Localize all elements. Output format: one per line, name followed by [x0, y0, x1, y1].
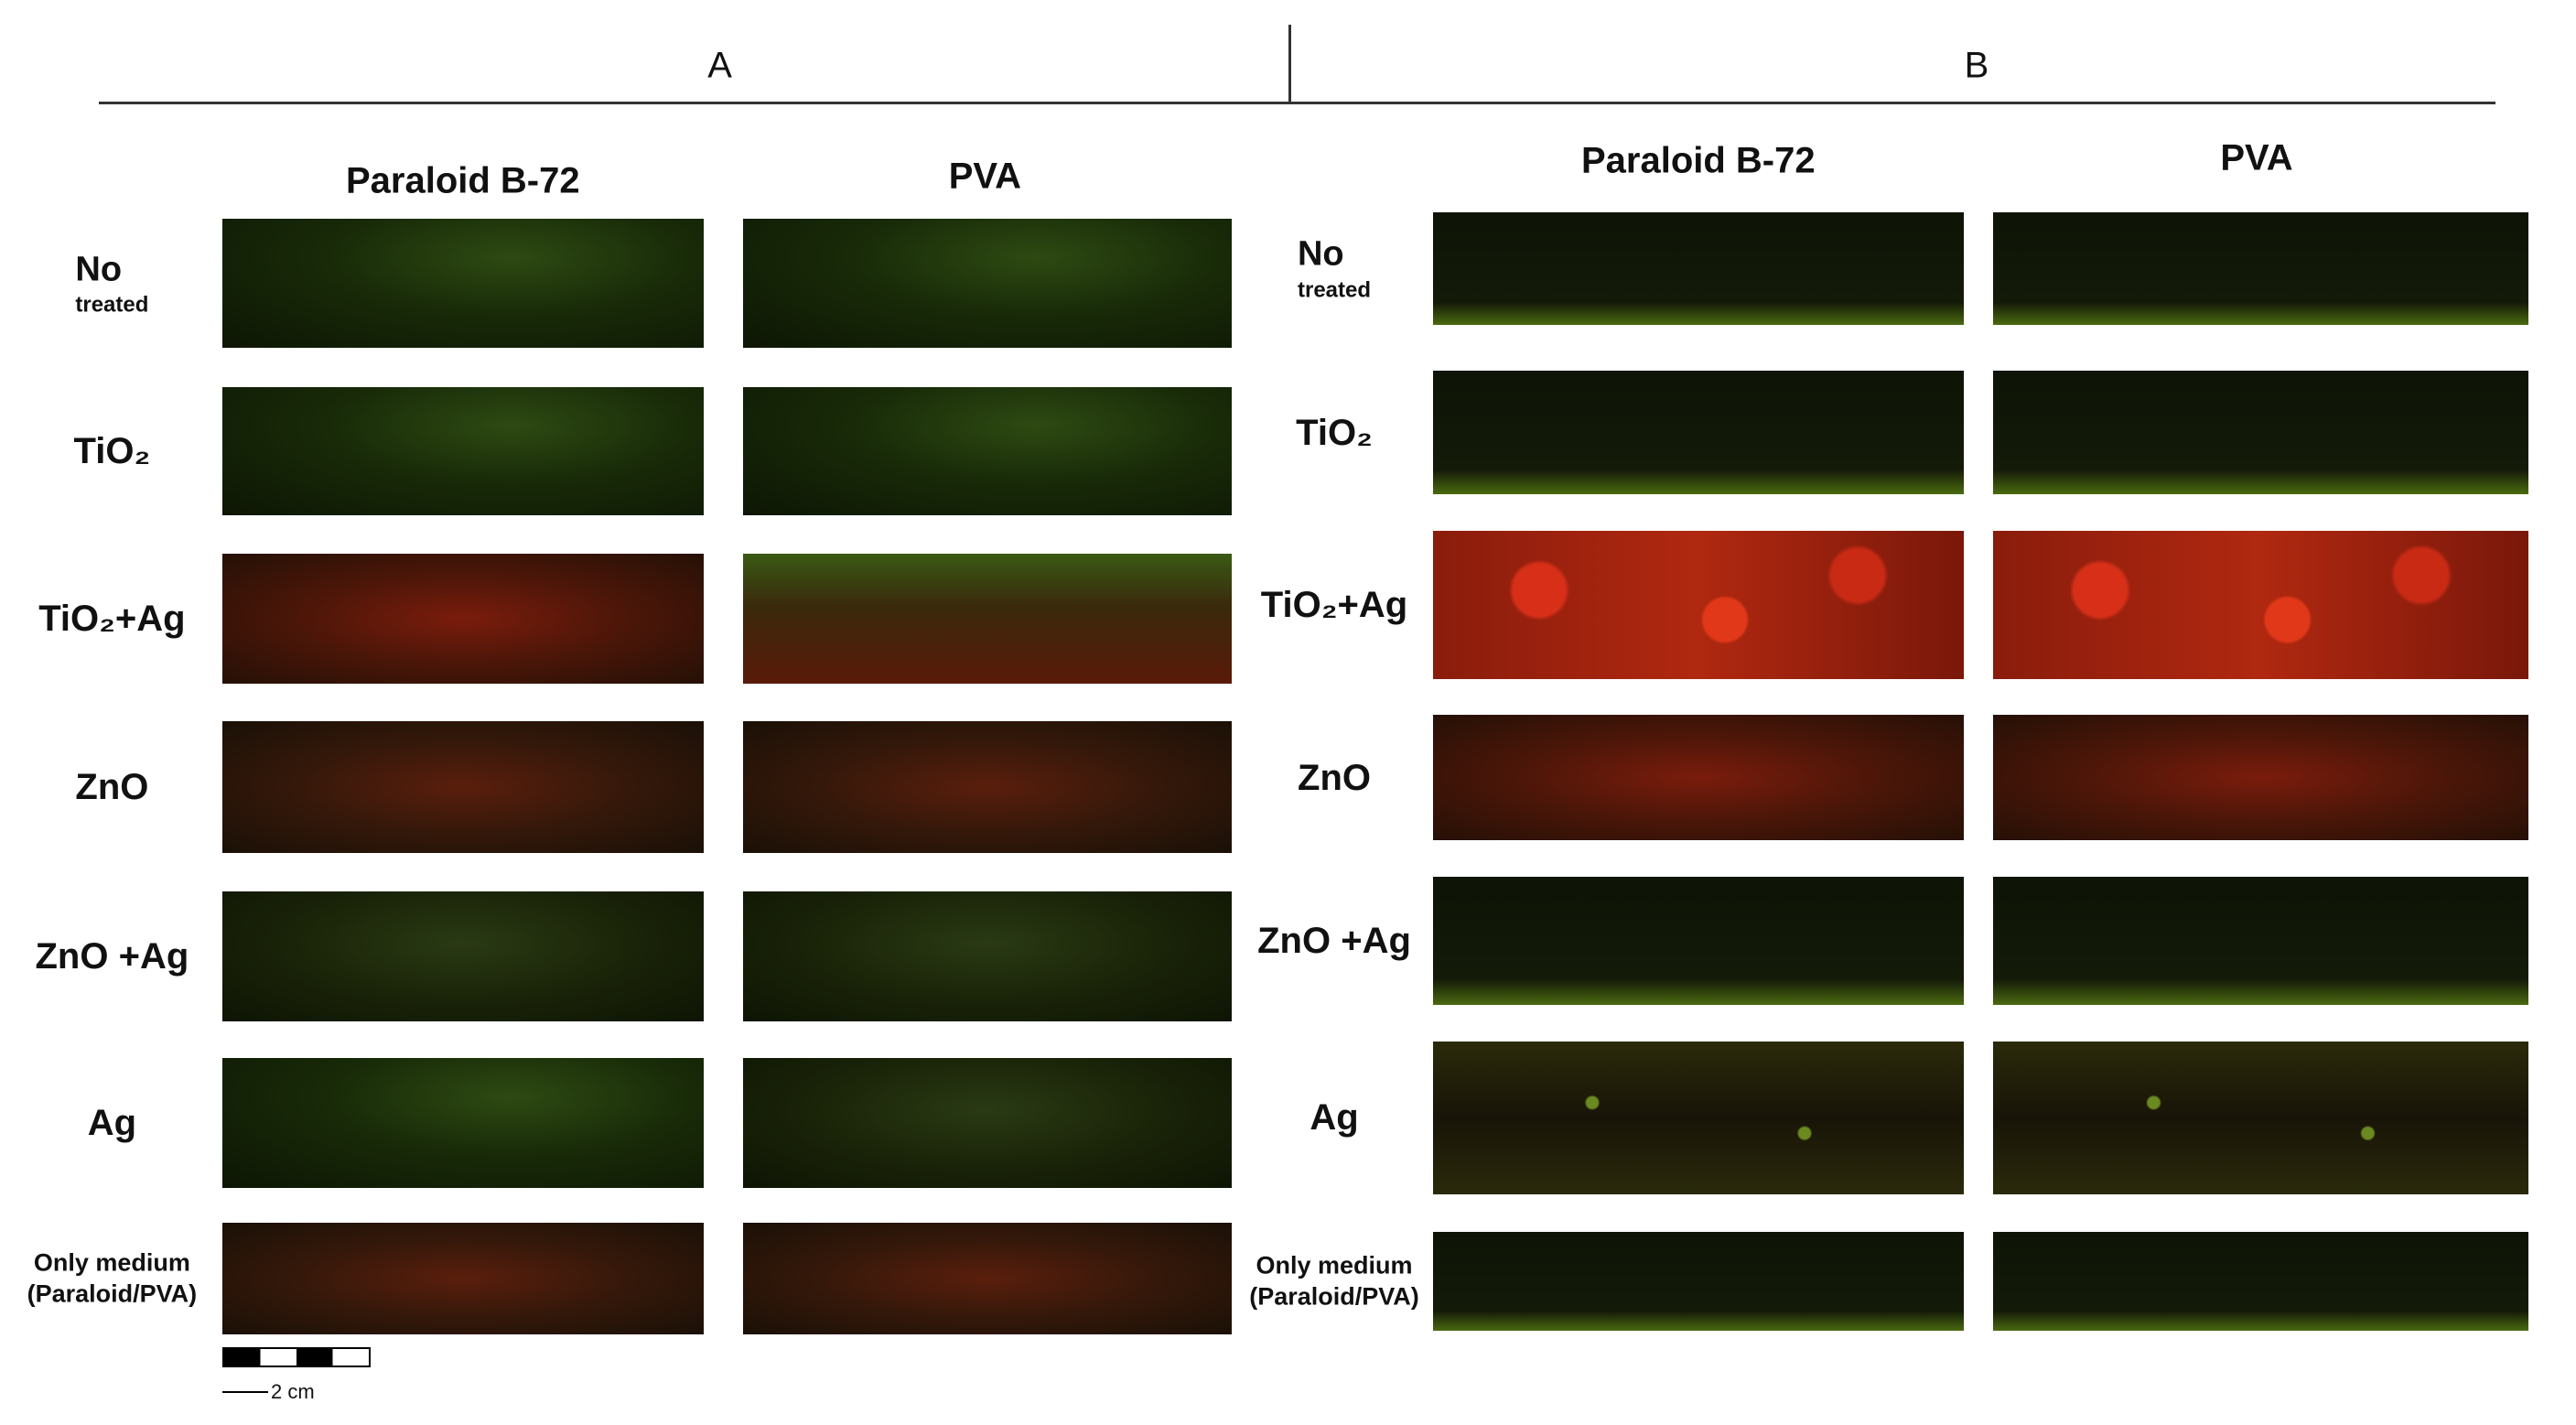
column-header: Paraloid B-72 [1580, 140, 1816, 181]
row-label: Only medium (Paraloid/PVA) [27, 1247, 198, 1310]
sample-image [222, 721, 704, 854]
row-label-line: No [75, 249, 123, 288]
panel-label: A [707, 45, 732, 86]
sample-image [1433, 876, 1964, 1005]
column-header: PVA [948, 156, 1022, 197]
sample-image [742, 387, 1233, 516]
sample-image [742, 891, 1233, 1021]
sample-image [1993, 371, 2528, 494]
row-label: No treated [75, 248, 148, 319]
sample-image [222, 1222, 704, 1334]
scale-arrow [222, 1391, 268, 1393]
row-label-line: Ag [87, 1102, 137, 1143]
row-label-line: ZnO +Ag [1257, 920, 1411, 961]
sample-image [1993, 876, 2528, 1005]
row-label: Ag [1310, 1095, 1358, 1140]
sample-image [1993, 530, 2528, 679]
row-label-line: (Paraloid/PVA) [1249, 1282, 1419, 1311]
row-label-line: ZnO [75, 767, 149, 808]
sample-image [1433, 715, 1964, 840]
sample-image [1993, 1232, 2528, 1332]
scale-bar [222, 1347, 371, 1367]
sample-image [1433, 371, 1964, 494]
top-rule [99, 102, 2495, 104]
row-label-line: No [1297, 234, 1344, 274]
row-label-line: Only medium [1256, 1251, 1413, 1279]
sample-image [742, 721, 1233, 854]
row-label-line: ZnO +Ag [35, 935, 189, 977]
panel-divider [1288, 25, 1291, 103]
sample-image [1433, 1232, 1964, 1332]
sample-image [1433, 1041, 1964, 1194]
row-label-line: TiO₂+Ag [1260, 584, 1408, 625]
row-label: TiO₂+Ag [1261, 582, 1407, 628]
row-label: TiO₂ [74, 428, 151, 474]
row-label-line: TiO₂+Ag [38, 598, 186, 639]
sample-image [222, 891, 704, 1021]
row-label: TiO₂ [1296, 410, 1373, 456]
row-label: ZnO [1298, 755, 1371, 801]
sample-image [1433, 212, 1964, 325]
column-header: Paraloid B-72 [345, 160, 580, 201]
sample-image [1993, 715, 2528, 840]
panel-label: B [1964, 45, 1989, 86]
row-label: TiO₂+Ag [38, 596, 185, 642]
sample-image [1433, 530, 1964, 679]
column-header: PVA [2220, 137, 2293, 178]
row-label: Only medium (Paraloid/PVA) [1249, 1251, 1419, 1313]
row-label: ZnO +Ag [1257, 918, 1411, 964]
row-label: ZnO +Ag [36, 934, 189, 979]
sample-image [1993, 212, 2528, 325]
sample-image [222, 219, 704, 348]
sample-image [742, 1222, 1233, 1334]
sample-image [222, 1057, 704, 1188]
sample-image [742, 553, 1233, 684]
sample-image [742, 1057, 1233, 1188]
row-label-line: TiO₂ [73, 431, 151, 472]
sample-image [222, 387, 704, 516]
sample-image [742, 219, 1233, 348]
scale-label: 2 cm [271, 1380, 315, 1403]
sample-image [1993, 1041, 2528, 1194]
row-label-line: TiO₂ [1296, 412, 1373, 453]
row-label-line: (Paraloid/PVA) [27, 1279, 198, 1307]
row-label: ZnO [75, 764, 148, 810]
row-label-line: Ag [1310, 1097, 1359, 1139]
sample-image [222, 553, 704, 684]
row-label-line: treated [75, 292, 149, 318]
row-label: Ag [88, 1100, 136, 1146]
row-label-line: treated [1297, 277, 1372, 303]
row-label-line: Only medium [33, 1248, 190, 1277]
row-label-line: ZnO [1298, 757, 1371, 798]
row-label: No treated [1298, 233, 1371, 305]
